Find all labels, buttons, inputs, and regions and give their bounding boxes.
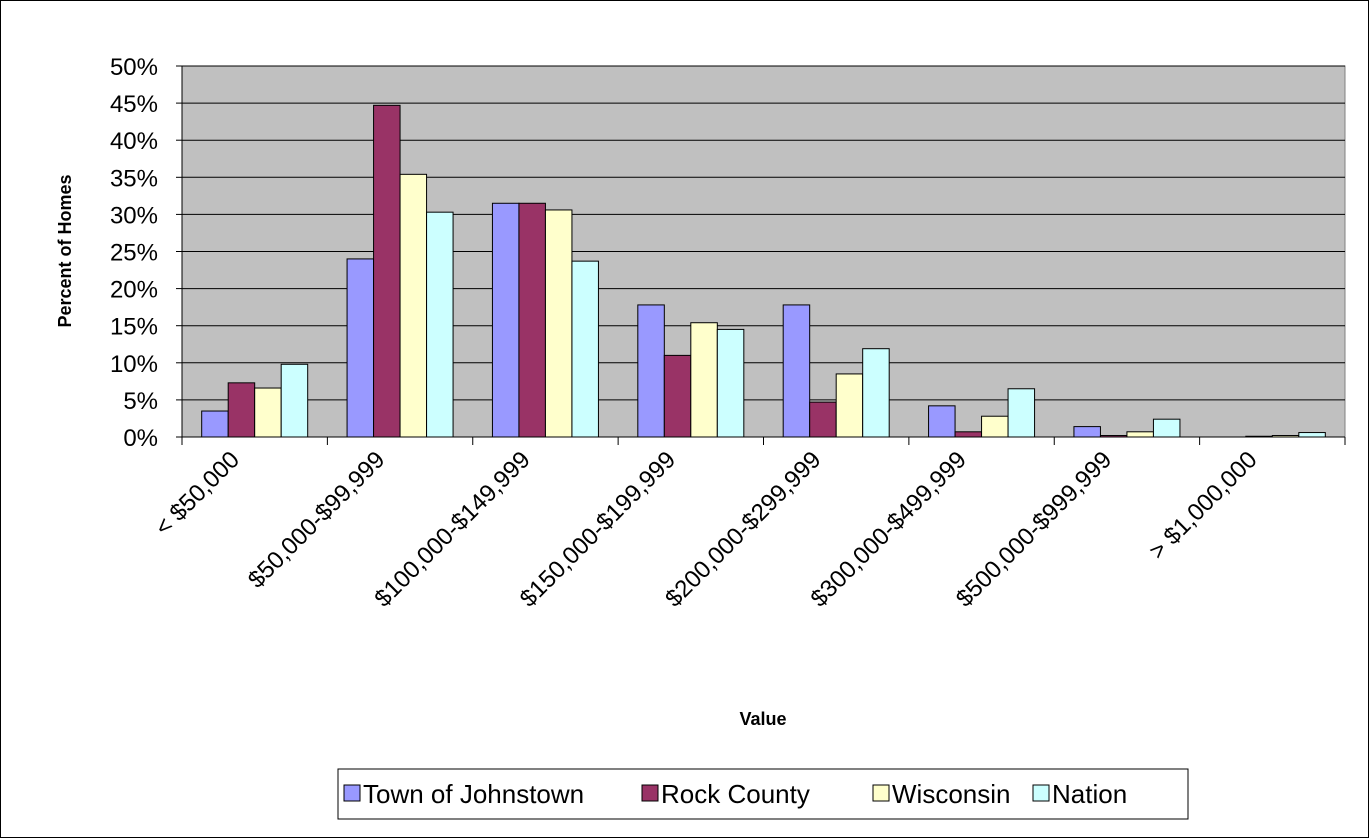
bar [491, 202, 520, 438]
x-tick-label: $200,000-$299,999 [660, 446, 826, 612]
x-tick-label: > $1,000,000 [1144, 446, 1263, 565]
bar [1126, 431, 1154, 438]
bar [346, 258, 375, 438]
bar [373, 104, 401, 438]
bar [809, 401, 837, 438]
bar [426, 211, 454, 438]
legend-label: Nation [1052, 779, 1127, 809]
bar [1099, 435, 1128, 438]
bar [637, 304, 665, 438]
y-tick-label: 10% [110, 351, 158, 378]
y-tick-label: 0% [123, 425, 158, 452]
bar [254, 387, 282, 438]
bar [663, 354, 692, 438]
bar [835, 373, 864, 438]
bar [227, 382, 256, 438]
y-tick-label: 35% [110, 165, 158, 192]
y-axis-title: Percent of Homes [55, 174, 75, 327]
bar [544, 209, 573, 438]
x-tick-label: $50,000-$99,999 [243, 446, 390, 593]
bar [716, 328, 745, 438]
bar [280, 363, 309, 438]
bar [954, 431, 983, 438]
bar [1073, 426, 1101, 438]
bar [571, 260, 599, 438]
bar [690, 322, 718, 438]
bar [782, 304, 811, 438]
y-tick-label: 5% [123, 388, 158, 415]
y-tick-label: 50% [110, 54, 158, 81]
legend-swatch [343, 784, 361, 802]
bar [399, 173, 428, 438]
x-tick-label: $300,000-$499,999 [805, 446, 971, 612]
x-tick-label: $100,000-$149,999 [369, 446, 535, 612]
y-tick-label: 15% [110, 314, 158, 341]
bar [862, 348, 890, 438]
bar [1007, 388, 1036, 438]
legend-swatch [872, 784, 890, 802]
y-tick-label: 45% [110, 91, 158, 118]
y-tick-label: 25% [110, 240, 158, 267]
x-tick-label: $500,000-$999,999 [951, 446, 1117, 612]
bar [1298, 432, 1326, 438]
bar [201, 410, 229, 438]
y-tick-label: 40% [110, 128, 158, 155]
legend-swatch [1032, 784, 1050, 802]
bar [1152, 418, 1181, 438]
bar [928, 405, 956, 438]
bar [518, 202, 546, 438]
bar [1245, 435, 1273, 438]
legend-label: Rock County [661, 779, 810, 809]
legend-swatch [641, 784, 659, 802]
x-tick-label: < $50,000 [150, 446, 245, 541]
legend-label: Town of Johnstown [363, 779, 584, 809]
x-axis-title: Value [739, 709, 786, 729]
x-tick-label: $150,000-$199,999 [515, 446, 681, 612]
legend: Town of Johnstown Rock County Wisconsin Nat… [337, 768, 1189, 820]
bar [1271, 435, 1300, 438]
y-tick-label: 20% [110, 277, 158, 304]
bar [981, 415, 1009, 438]
y-tick-label: 30% [110, 202, 158, 229]
legend-label: Wisconsin [892, 779, 1010, 809]
